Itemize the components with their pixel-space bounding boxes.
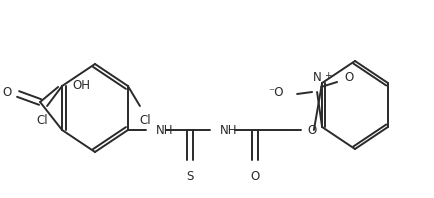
Text: Cl: Cl — [139, 114, 151, 127]
Text: ⁻O: ⁻O — [269, 86, 284, 98]
Text: O: O — [344, 70, 353, 84]
Text: S: S — [186, 170, 194, 183]
Text: Cl: Cl — [36, 114, 48, 127]
Text: O: O — [307, 124, 316, 136]
Text: N: N — [313, 71, 322, 84]
Text: +: + — [324, 71, 332, 80]
Text: O: O — [250, 170, 260, 183]
Text: NH: NH — [220, 124, 237, 136]
Text: NH: NH — [156, 124, 174, 136]
Text: OH: OH — [72, 78, 90, 91]
Text: O: O — [3, 86, 12, 98]
